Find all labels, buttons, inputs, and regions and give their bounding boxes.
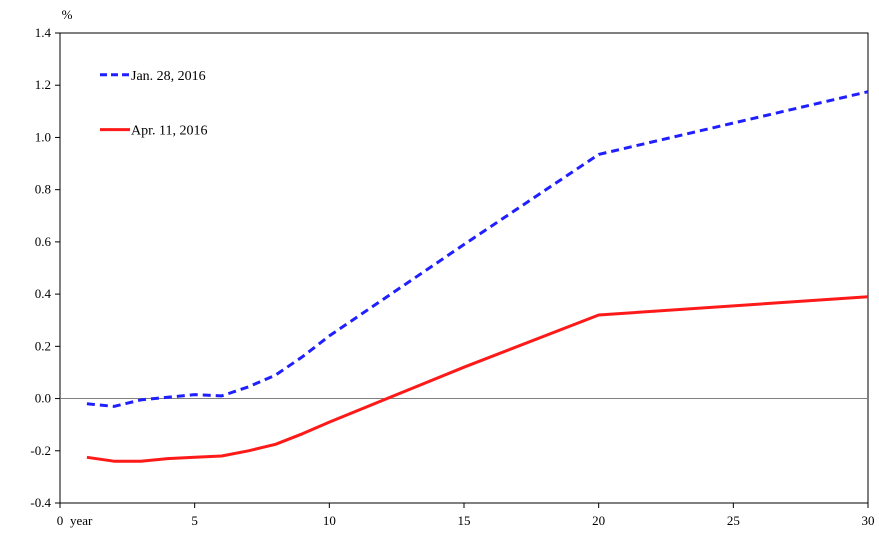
legend-label-1: Jan. 28, 2016	[131, 69, 206, 84]
x-tick-label: 5	[191, 513, 198, 528]
x-tick-label: 15	[458, 513, 471, 528]
y-tick-label: 0.2	[35, 338, 51, 353]
y-tick-label: -0.2	[30, 443, 51, 458]
x-tick-label: 30	[862, 513, 875, 528]
series-line-2	[86, 295, 869, 463]
legend-label-2: Apr. 11, 2016	[131, 124, 207, 139]
legend: Jan. 28, 2016 Apr. 11, 2016	[100, 69, 207, 139]
x-tick-label: 25	[727, 513, 740, 528]
series-line-1	[86, 90, 869, 408]
x-tick-label: 20	[592, 513, 605, 528]
y-tick-label: 0.8	[35, 182, 51, 197]
series-lines	[86, 90, 869, 463]
y-tick-label: 1.4	[35, 25, 52, 40]
x-axis-unit-label: year	[70, 513, 93, 528]
y-axis-unit-label: %	[62, 7, 73, 22]
y-tick-label: 1.0	[35, 129, 51, 144]
plot-frame	[59, 32, 869, 504]
x-tick-label: 0	[57, 513, 64, 528]
x-axis: 0 5 10 15 20 25 30	[57, 503, 875, 528]
plot-area-border	[59, 32, 869, 504]
y-tick-label: 0.6	[35, 234, 52, 249]
y-tick-label: 0.4	[35, 286, 52, 301]
y-tick-label: 1.2	[35, 77, 51, 92]
x-tick-label: 10	[323, 513, 336, 528]
y-tick-label: -0.4	[30, 495, 51, 510]
y-tick-label: 0.0	[35, 391, 51, 406]
y-axis: -0.4 -0.2 0.0 0.2 0.4 0.6 0.8 1.0 1.2 1.4	[30, 25, 60, 510]
